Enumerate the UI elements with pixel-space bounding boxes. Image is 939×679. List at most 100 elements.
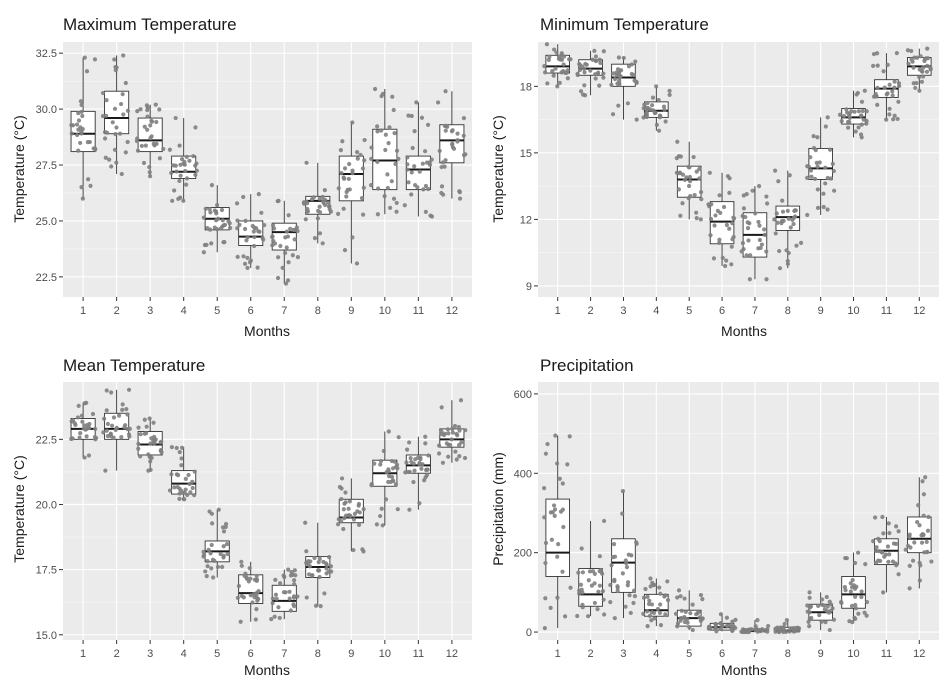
data-point: [318, 604, 323, 609]
data-point: [854, 92, 859, 97]
data-point: [235, 226, 240, 231]
data-point: [244, 575, 249, 580]
data-point: [341, 206, 346, 211]
data-point: [245, 265, 250, 271]
points-month-11: [871, 50, 902, 122]
data-point: [808, 168, 814, 173]
data-point: [158, 448, 164, 453]
x-tick-label: 12: [446, 305, 458, 317]
data-point: [823, 124, 828, 129]
data-point: [682, 177, 688, 182]
data-point: [176, 196, 181, 201]
data-point: [283, 250, 288, 256]
data-point: [658, 602, 663, 607]
data-point: [805, 609, 810, 614]
data-point: [765, 201, 770, 206]
data-point: [439, 405, 444, 410]
data-point: [209, 511, 214, 516]
data-point: [885, 62, 890, 67]
data-point: [423, 441, 428, 446]
data-point: [295, 228, 300, 234]
data-point: [234, 201, 240, 206]
data-point: [787, 629, 792, 634]
data-point: [851, 583, 857, 588]
data-point: [385, 172, 390, 177]
x-axis-title: Months: [244, 323, 290, 339]
data-point: [907, 532, 912, 537]
data-point: [278, 581, 283, 586]
data-point: [461, 133, 466, 138]
data-point: [764, 277, 769, 282]
data-point: [368, 183, 374, 188]
data-point: [375, 159, 380, 165]
data-point: [423, 209, 428, 214]
x-tick-label: 9: [348, 648, 354, 660]
data-point: [256, 192, 261, 197]
data-point: [917, 560, 922, 565]
data-point: [145, 114, 150, 119]
data-point: [616, 55, 622, 60]
data-point: [676, 588, 682, 593]
data-point: [354, 261, 360, 266]
data-point: [815, 187, 820, 192]
data-point: [181, 496, 186, 502]
data-point: [920, 532, 925, 537]
data-point: [726, 623, 731, 628]
data-point: [339, 496, 344, 502]
points-month-10: [839, 550, 870, 625]
points-month-12: [905, 46, 933, 93]
data-point: [151, 141, 156, 146]
data-point: [842, 585, 848, 590]
data-point: [917, 578, 922, 583]
x-tick-label: 1: [80, 648, 86, 660]
data-point: [858, 113, 864, 119]
data-point: [221, 544, 226, 549]
y-tick-label: 20.0: [36, 499, 57, 511]
data-point: [881, 531, 886, 536]
data-point: [875, 63, 880, 68]
data-point: [863, 562, 868, 567]
data-point: [119, 171, 124, 177]
points-month-4: [167, 445, 197, 502]
data-point: [423, 467, 429, 473]
data-point: [344, 194, 349, 199]
data-point: [892, 113, 897, 118]
data-point: [924, 539, 929, 545]
data-point: [209, 542, 214, 548]
data-point: [602, 612, 607, 617]
data-point: [661, 104, 667, 109]
data-point: [239, 593, 244, 599]
data-point: [580, 602, 585, 607]
points-month-7: [739, 184, 770, 282]
data-point: [565, 68, 570, 73]
data-point: [554, 50, 559, 55]
data-point: [831, 168, 836, 174]
data-point: [555, 84, 560, 89]
data-point: [610, 555, 616, 560]
box-iqr: [578, 568, 603, 607]
data-point: [92, 434, 98, 440]
data-point: [172, 188, 177, 193]
chart-title: Minimum Temperature: [540, 15, 709, 34]
data-point: [335, 522, 341, 527]
data-point: [597, 569, 602, 574]
data-point: [543, 451, 549, 456]
data-point: [409, 113, 414, 119]
points-month-2: [575, 518, 607, 619]
x-tick-label: 3: [620, 305, 626, 317]
data-point: [69, 436, 74, 442]
plot-marks: [542, 433, 934, 635]
data-point: [918, 54, 923, 59]
data-point: [582, 83, 587, 88]
data-point: [448, 442, 453, 448]
data-point: [102, 136, 108, 141]
data-point: [147, 165, 152, 170]
data-point: [286, 567, 291, 572]
data-point: [435, 100, 441, 105]
data-point: [807, 624, 812, 629]
data-point: [875, 51, 880, 56]
data-point: [864, 599, 870, 605]
data-point: [192, 493, 197, 498]
data-point: [717, 193, 722, 198]
